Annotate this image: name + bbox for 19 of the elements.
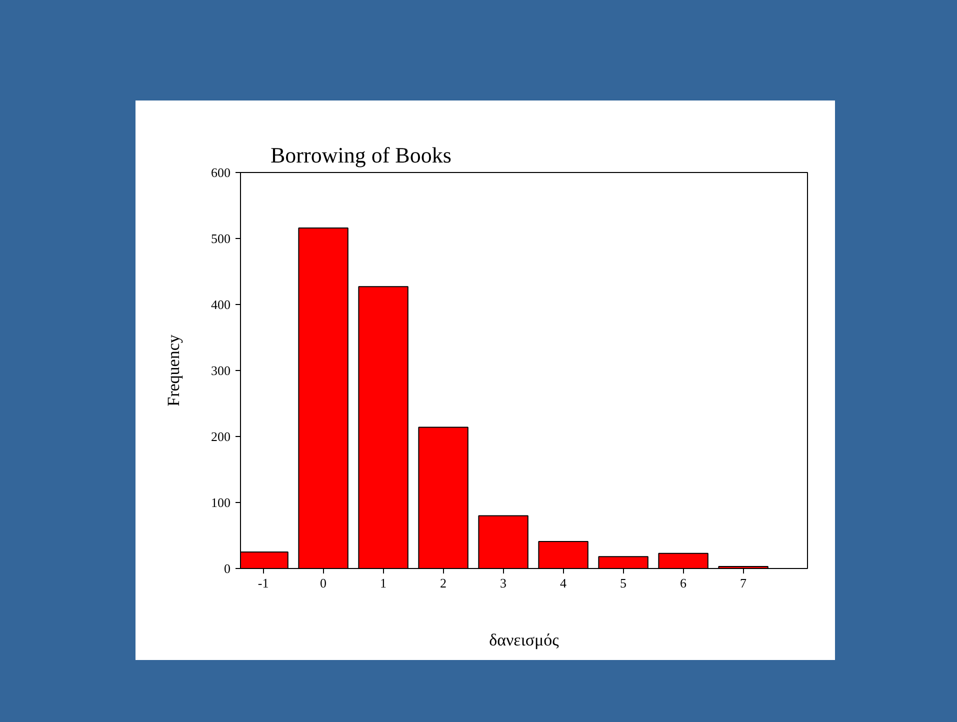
y-tick-label: 300 [211, 363, 230, 378]
x-tick-label: 2 [440, 576, 447, 590]
y-tick-label: 0 [224, 561, 230, 576]
y-axis-title: Frequency [164, 334, 183, 406]
y-tick-label: 400 [211, 297, 230, 312]
y-tick-label: 100 [211, 495, 230, 510]
x-tick-label: -1 [258, 576, 269, 590]
y-tick-label: 600 [211, 165, 230, 180]
x-tick-label: 4 [560, 576, 568, 590]
x-axis-title: δανεισμός [489, 630, 560, 650]
x-tick-label: 0 [320, 576, 327, 590]
chart-title: Borrowing of Books [270, 142, 452, 168]
y-tick-label: 200 [211, 429, 230, 444]
x-tick-label: 1 [380, 576, 387, 590]
y-tick-label: 500 [211, 231, 230, 246]
x-tick-label: 5 [620, 576, 627, 590]
x-tick-label: 7 [740, 576, 748, 590]
x-tick-label: 6 [680, 576, 688, 590]
x-tick-label: 3 [500, 576, 507, 590]
